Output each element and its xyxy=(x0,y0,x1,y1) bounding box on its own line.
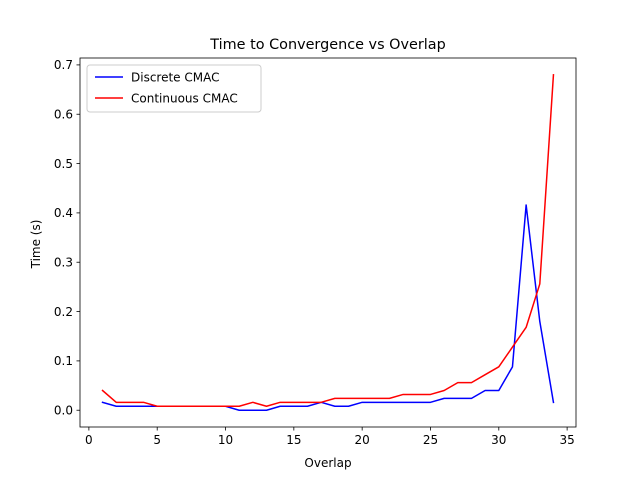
y-tick-label: 0.5 xyxy=(54,157,73,171)
y-tick-label: 0.7 xyxy=(54,58,73,72)
y-tick-label: 0.1 xyxy=(54,354,73,368)
x-tick-label: 20 xyxy=(355,433,370,447)
legend-label: Discrete CMAC xyxy=(131,70,220,84)
x-tick-label: 0 xyxy=(85,433,93,447)
legend-box xyxy=(86,64,262,113)
x-tick-label: 10 xyxy=(218,433,233,447)
x-tick-label: 25 xyxy=(423,433,438,447)
x-tick-label: 15 xyxy=(286,433,301,447)
x-axis-label: Overlap xyxy=(304,456,351,470)
y-axis-label: Time (s) xyxy=(29,220,43,270)
y-tick-label: 0.3 xyxy=(54,256,73,270)
y-tick-label: 0.6 xyxy=(54,108,73,122)
series-line-1 xyxy=(101,204,555,411)
plot-frame xyxy=(79,57,577,428)
legend: Discrete CMAC Continuous CMAC xyxy=(86,64,262,113)
x-tick-label: 30 xyxy=(491,433,506,447)
series-line-2 xyxy=(101,73,555,408)
x-tick-label: 5 xyxy=(153,433,161,447)
y-tick-label: 0.0 xyxy=(54,404,73,418)
chart-title: Time to Convergence vs Overlap xyxy=(209,37,445,53)
legend-label: Continuous CMAC xyxy=(131,91,238,105)
x-tick-label: 35 xyxy=(559,433,574,447)
y-tick-label: 0.4 xyxy=(54,206,73,220)
plot-area: 0 5 10 15 20 25 30 35 0.0 0.1 0.2 0.3 0.4 0.5 0.6 0.7 xyxy=(54,57,577,447)
y-tick-label: 0.2 xyxy=(54,305,73,319)
